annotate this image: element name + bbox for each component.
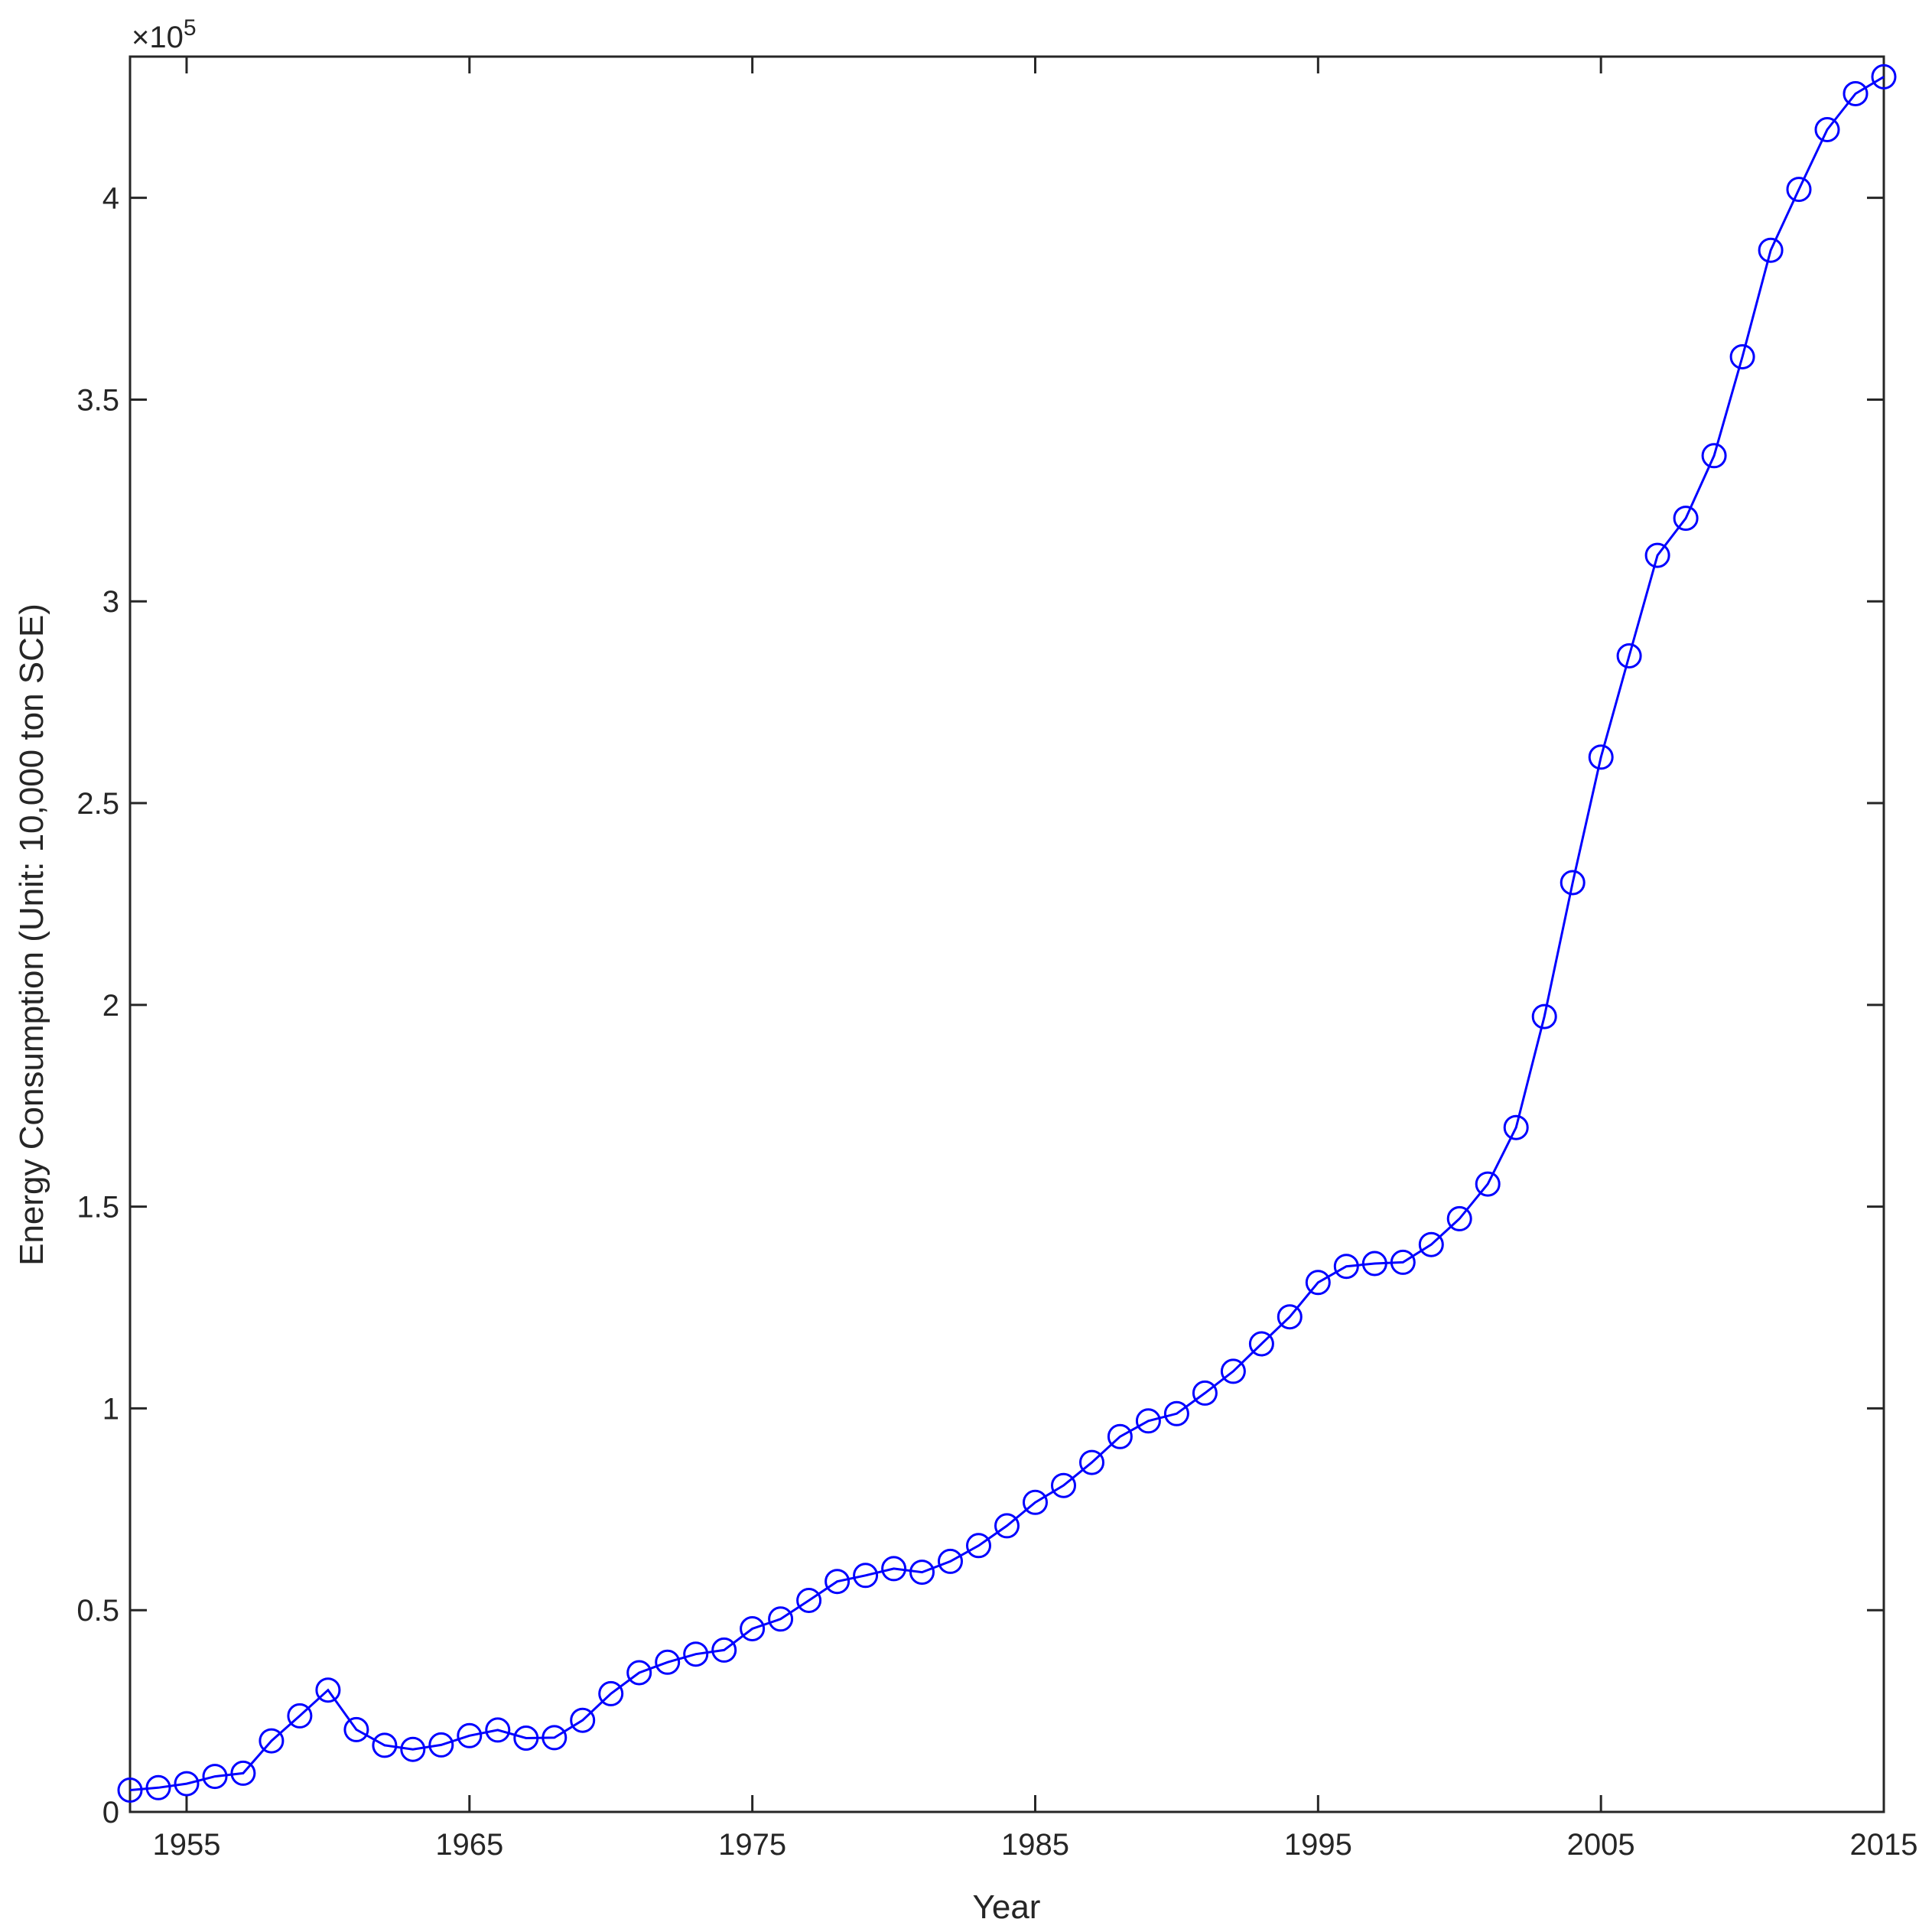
data-point <box>881 1556 907 1582</box>
data-point <box>457 1722 483 1748</box>
data-point <box>1107 1423 1133 1449</box>
data-point <box>259 1728 285 1754</box>
data-point <box>1729 344 1755 369</box>
data-point <box>1418 1231 1444 1257</box>
data-point <box>655 1649 681 1675</box>
data-point <box>1390 1249 1416 1275</box>
y-tick-label: 2.5 <box>76 787 119 821</box>
data-point <box>542 1725 568 1751</box>
data-point <box>711 1637 737 1663</box>
data-point <box>1305 1270 1331 1296</box>
data-point <box>1814 117 1840 142</box>
data-point <box>796 1588 822 1613</box>
y-tick-label: 3.5 <box>76 383 119 417</box>
data-point <box>315 1677 341 1703</box>
data-point <box>1786 177 1812 203</box>
data-point <box>1079 1449 1104 1475</box>
x-axis-ticks: 1955 1965 1975 1985 1995 2005 2015 <box>152 57 1917 1862</box>
data-point <box>485 1717 511 1743</box>
data-point <box>202 1764 228 1790</box>
data-point <box>1588 744 1614 770</box>
y-axis-ticks: 0 0.5 1 1.5 2 2.5 3 3.5 4 <box>76 182 1884 1830</box>
data-point <box>740 1616 766 1641</box>
y-tick-label: 0.5 <box>76 1594 119 1628</box>
x-tick-label: 1995 <box>1284 1828 1352 1862</box>
y-tick-label: 1 <box>102 1392 119 1426</box>
series-line <box>129 76 1885 1791</box>
data-point <box>1560 870 1586 896</box>
data-point <box>1616 643 1642 668</box>
series-markers <box>117 63 1897 1803</box>
data-point <box>174 1771 200 1797</box>
x-tick-label: 1965 <box>435 1828 503 1862</box>
data-point <box>1163 1400 1189 1426</box>
data-point <box>1644 542 1670 568</box>
data-point <box>343 1716 369 1742</box>
y-tick-label: 3 <box>102 585 119 619</box>
data-point <box>938 1548 963 1574</box>
data-point <box>1475 1171 1501 1197</box>
y-tick-label: 1.5 <box>76 1191 119 1225</box>
x-tick-label: 2015 <box>1850 1828 1918 1862</box>
data-point <box>1192 1380 1218 1406</box>
y-tick-label: 0 <box>102 1796 119 1830</box>
data-point <box>230 1760 256 1786</box>
data-point <box>428 1732 454 1758</box>
data-point <box>966 1533 991 1559</box>
data-point <box>1220 1358 1246 1384</box>
data-point <box>626 1660 652 1686</box>
data-point <box>1871 63 1897 89</box>
data-point <box>853 1563 879 1589</box>
x-tick-label: 1985 <box>1001 1828 1069 1862</box>
data-point <box>1843 81 1869 106</box>
data-point <box>1051 1472 1076 1498</box>
data-point <box>1135 1408 1161 1434</box>
data-point <box>1503 1114 1529 1140</box>
y-axis-multiplier: ×105 <box>132 15 197 54</box>
data-point <box>768 1606 794 1632</box>
data-point <box>117 1778 143 1803</box>
y-axis-title: Energy Consumption (Unit: 10,000 ton SCE… <box>13 603 50 1266</box>
plot-area-border <box>128 55 1885 1813</box>
data-point <box>1673 506 1699 532</box>
data-point <box>994 1513 1020 1539</box>
data-point <box>1531 1003 1557 1029</box>
x-tick-label: 2005 <box>1567 1828 1635 1862</box>
data-point <box>1023 1489 1048 1515</box>
data-point <box>1758 237 1784 263</box>
data-point <box>400 1736 426 1762</box>
data-point <box>372 1732 398 1758</box>
data-point <box>1701 443 1727 469</box>
data-point <box>909 1560 935 1586</box>
data-point <box>1361 1251 1387 1277</box>
data-point <box>683 1641 709 1667</box>
data-point <box>513 1725 539 1751</box>
y-tick-label: 4 <box>102 182 119 216</box>
y-multiplier-exponent: 5 <box>184 15 197 41</box>
y-tick-label: 2 <box>102 989 119 1023</box>
data-point <box>1333 1254 1359 1280</box>
x-tick-label: 1975 <box>718 1828 786 1862</box>
data-point <box>1248 1331 1274 1357</box>
x-tick-label: 1955 <box>152 1828 220 1862</box>
x-axis-title: Year <box>973 1888 1041 1926</box>
data-point <box>1277 1304 1303 1330</box>
data-point <box>570 1707 596 1733</box>
data-point <box>825 1569 851 1595</box>
data-point <box>145 1774 171 1800</box>
data-point <box>287 1703 313 1729</box>
data-point <box>1446 1205 1472 1231</box>
y-multiplier-text: ×10 <box>132 21 184 54</box>
data-point <box>598 1680 624 1706</box>
